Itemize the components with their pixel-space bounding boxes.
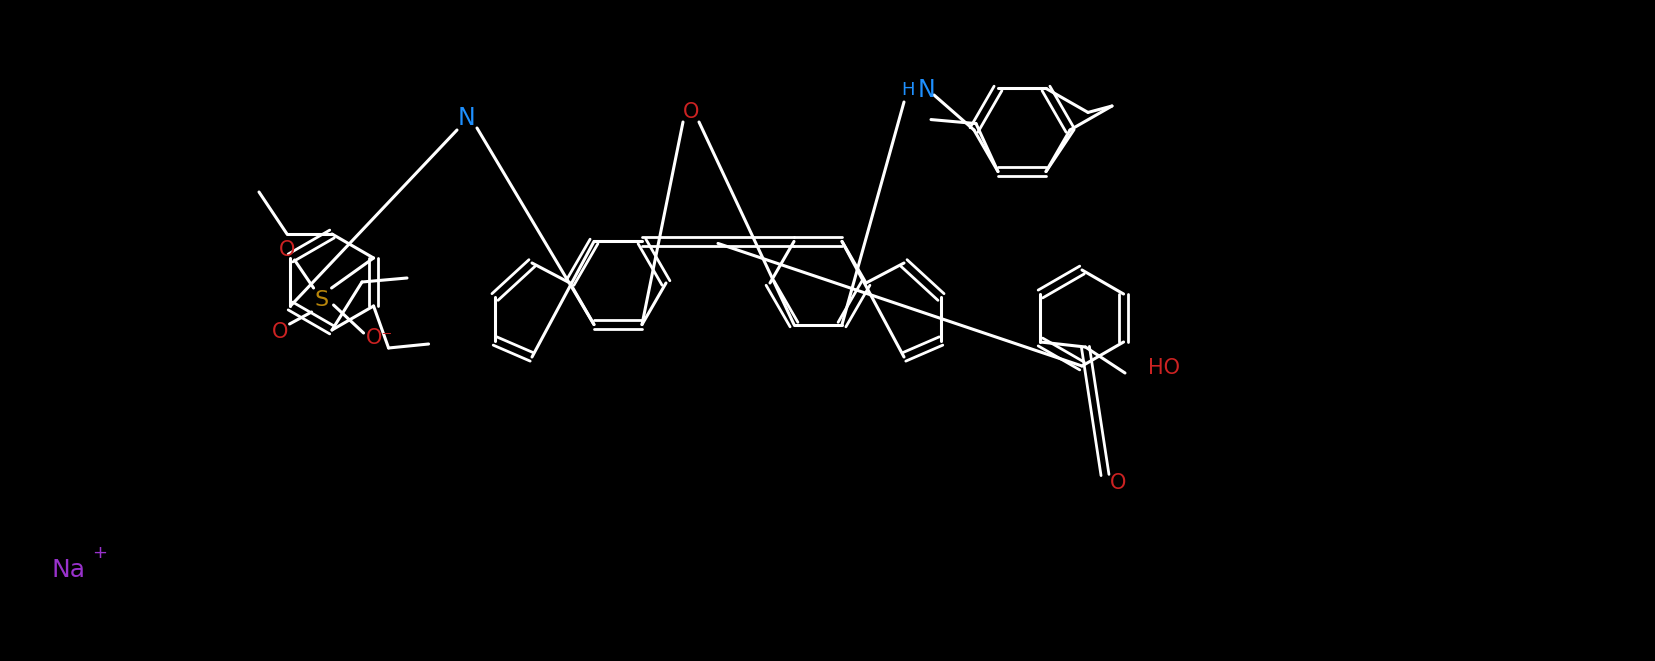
Text: HO: HO: [1149, 358, 1180, 378]
Text: O⁻: O⁻: [366, 328, 394, 348]
Text: N: N: [917, 78, 935, 102]
Text: +: +: [93, 544, 108, 562]
Text: O: O: [271, 322, 288, 342]
Text: S: S: [314, 290, 329, 310]
Text: H: H: [902, 81, 915, 99]
Text: N: N: [458, 106, 477, 130]
Text: O: O: [278, 240, 295, 260]
Text: O: O: [1111, 473, 1125, 493]
Text: Na: Na: [51, 558, 86, 582]
Text: O: O: [684, 102, 698, 122]
